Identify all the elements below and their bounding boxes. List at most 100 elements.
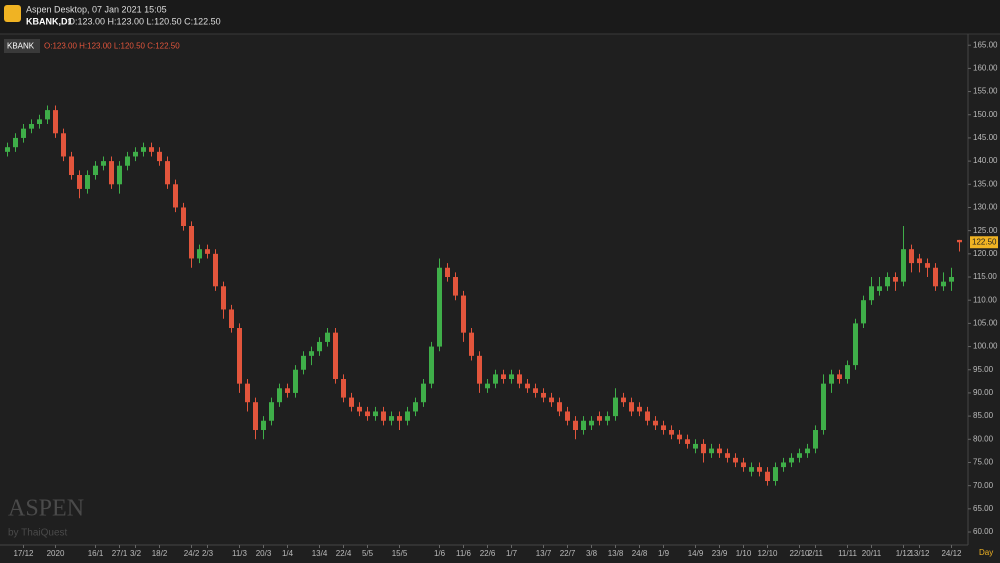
candle-body: [701, 443, 706, 454]
x-tick-label: 12/10: [757, 549, 778, 558]
candle-body: [949, 277, 954, 282]
y-tick-label: 70.00: [973, 481, 994, 490]
candle-body: [373, 411, 378, 417]
x-tick-label: 24/2: [184, 549, 200, 558]
y-tick-label: 150.00: [973, 110, 998, 119]
candle-body: [29, 124, 34, 129]
candle-body: [549, 397, 554, 403]
candle-body: [685, 439, 690, 444]
candle-body: [301, 355, 306, 370]
x-tick-label: 22/7: [560, 549, 576, 558]
candle-body: [309, 351, 314, 356]
candle-body: [453, 277, 458, 296]
candle-body: [469, 332, 474, 356]
candle-body: [925, 263, 930, 268]
candle-body: [349, 397, 354, 407]
candle-body: [397, 416, 402, 421]
watermark-sub: by ThaiQuest: [8, 528, 68, 539]
candle-body: [133, 151, 138, 157]
candle-body: [101, 161, 106, 166]
y-tick-label: 135.00: [973, 179, 998, 188]
candle-body: [141, 147, 146, 152]
candle-body: [357, 406, 362, 412]
y-tick-label: 125.00: [973, 226, 998, 235]
candle-body: [485, 383, 490, 389]
candle-body: [237, 328, 242, 384]
candle-body: [13, 137, 18, 148]
candle-body: [341, 379, 346, 398]
candle-body: [525, 383, 530, 389]
candle-body: [613, 397, 618, 417]
x-tick-label: 24/8: [632, 549, 648, 558]
candle-body: [405, 411, 410, 421]
x-tick-label: 1/7: [506, 549, 518, 558]
candle-body: [253, 402, 258, 431]
symbol-badge: KBANK: [7, 42, 35, 51]
y-tick-label: 100.00: [973, 342, 998, 351]
candle-body: [53, 110, 58, 134]
y-tick-label: 160.00: [973, 63, 998, 72]
y-tick-label: 115.00: [973, 272, 997, 281]
candle-body: [365, 411, 370, 417]
candle-body: [21, 128, 26, 138]
x-tick-label: 20/11: [862, 549, 882, 558]
candle-body: [493, 374, 498, 384]
candle-body: [629, 402, 634, 412]
candle-body: [413, 402, 418, 412]
candle-body: [885, 277, 890, 287]
candle-body: [269, 402, 274, 421]
x-tick-label: 11/6: [456, 549, 472, 558]
candle-body: [5, 147, 10, 152]
candle-body: [437, 267, 442, 347]
x-tick-label: 3/2: [130, 549, 142, 558]
candle-body: [277, 388, 282, 403]
candle-body: [693, 443, 698, 449]
candle-body: [877, 286, 882, 291]
candle-body: [917, 258, 922, 264]
x-tick-label: 2020: [47, 549, 65, 558]
x-tick-label: 11/3: [232, 549, 248, 558]
candle-body: [61, 133, 66, 157]
candle-body: [893, 277, 898, 282]
candle-body: [173, 184, 178, 208]
x-tick-label: 2/3: [202, 549, 214, 558]
candle-body: [261, 420, 266, 431]
y-tick-label: 65.00: [973, 504, 994, 513]
candle-body: [477, 355, 482, 384]
watermark: ASPEN: [8, 496, 84, 522]
y-tick-label: 155.00: [973, 87, 998, 96]
candle-body: [581, 420, 586, 431]
x-tick-label: 14/9: [688, 549, 704, 558]
candle-body: [845, 365, 850, 380]
candle-body: [165, 161, 170, 185]
x-unit: Day: [979, 548, 993, 557]
symbol: KBANK,D1: [26, 16, 73, 26]
candle-body: [829, 374, 834, 384]
candle-body: [285, 388, 290, 393]
x-tick-label: 22/6: [480, 549, 496, 558]
y-tick-label: 60.00: [973, 527, 994, 536]
y-tick-label: 85.00: [973, 411, 994, 420]
y-tick-label: 75.00: [973, 458, 994, 467]
x-tick-label: 1/4: [282, 549, 294, 558]
candle-body: [317, 341, 322, 352]
candle-body: [589, 420, 594, 426]
candle-body: [445, 267, 450, 278]
candle-body: [821, 383, 826, 431]
y-tick-label: 80.00: [973, 434, 994, 443]
x-tick-label: 3/8: [586, 549, 598, 558]
candle-body: [461, 295, 466, 333]
x-tick-label: 22/10: [789, 549, 810, 558]
candle-body: [213, 253, 218, 287]
app-title: Aspen Desktop, 07 Jan 2021 15:05: [26, 4, 167, 14]
x-tick-label: 22/4: [336, 549, 352, 558]
candle-body: [653, 420, 658, 426]
y-tick-label: 145.00: [973, 133, 998, 142]
candle-body: [541, 392, 546, 398]
candle-body: [429, 346, 434, 384]
candle-body: [669, 430, 674, 435]
last-price-label: 122.50: [972, 237, 997, 246]
candle-body: [533, 388, 538, 393]
